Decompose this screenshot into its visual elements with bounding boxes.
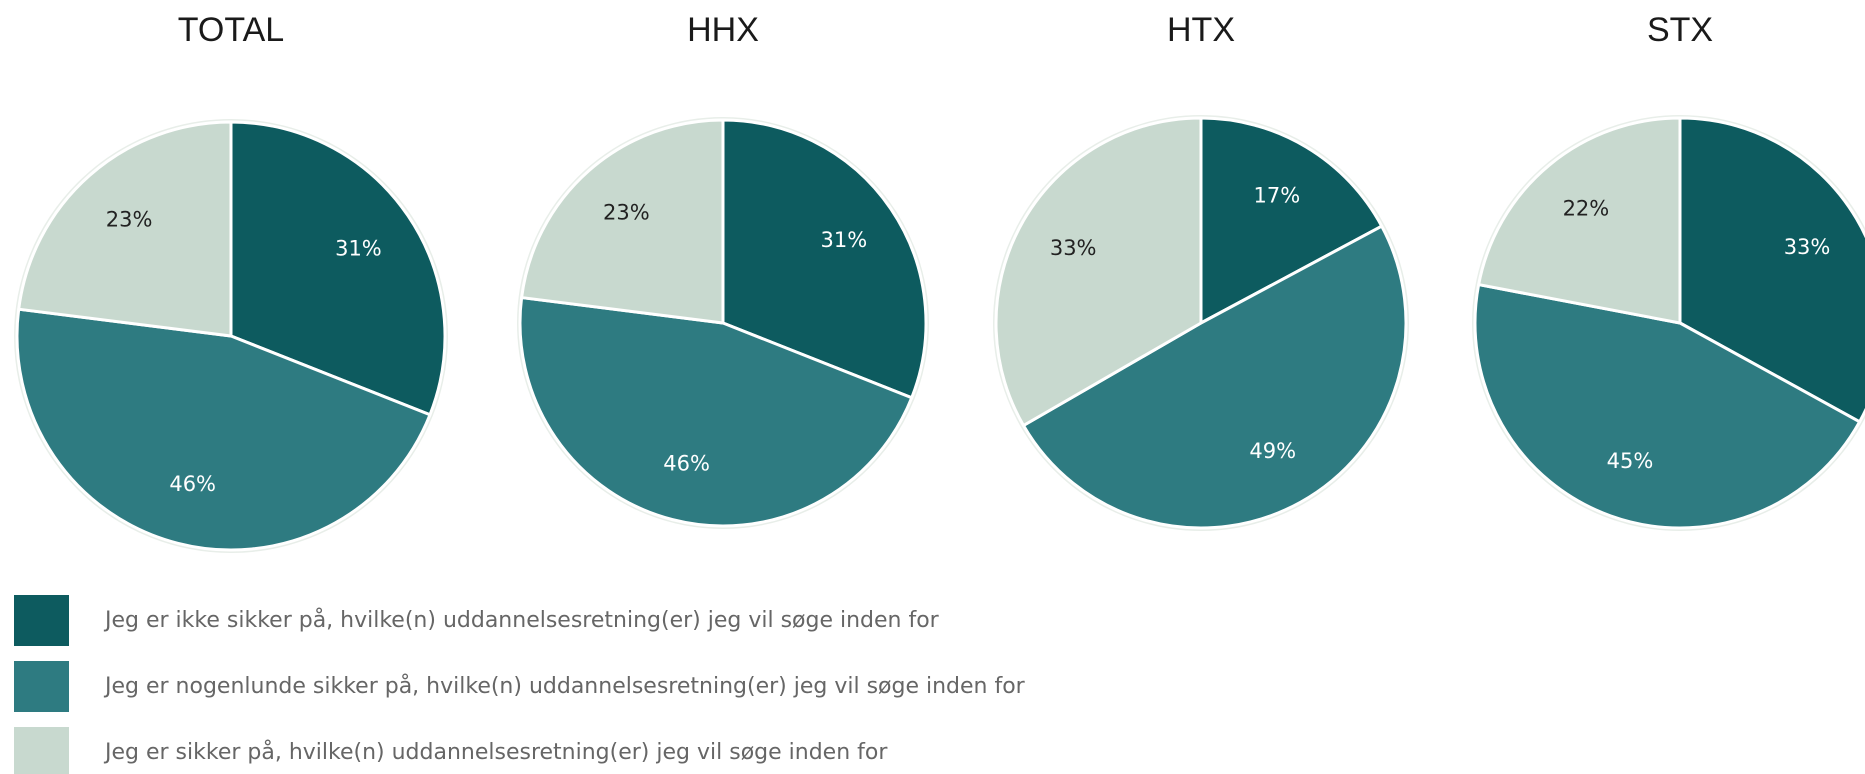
chart-title: HHX xyxy=(687,11,759,49)
legend-text: Jeg er nogenlunde sikker på, hvilke(n) u… xyxy=(103,673,1026,699)
chart-title: STX xyxy=(1647,11,1713,49)
value-label: 31% xyxy=(335,236,382,260)
value-label: 23% xyxy=(106,207,153,231)
pie-slice xyxy=(1021,224,1408,530)
pie-slice xyxy=(17,120,233,338)
value-label: 49% xyxy=(1249,439,1296,463)
pie-slice xyxy=(1473,283,1862,530)
legend-swatch xyxy=(14,661,69,712)
chart-title: HTX xyxy=(1167,11,1235,49)
pie-slice xyxy=(1199,116,1384,325)
value-label: 22% xyxy=(1563,196,1610,220)
legend-text: Jeg er ikke sikker på, hvilke(n) uddanne… xyxy=(103,607,940,633)
value-label: 46% xyxy=(663,452,710,476)
value-label: 45% xyxy=(1607,449,1654,473)
chart-title: TOTAL xyxy=(178,11,284,49)
value-label: 33% xyxy=(1050,236,1097,260)
value-label: 23% xyxy=(603,200,650,224)
legend-swatch xyxy=(14,727,69,774)
pie-slice xyxy=(994,116,1203,427)
pie-slice xyxy=(1678,116,1865,424)
pie-slice xyxy=(518,296,914,528)
pie-slice xyxy=(1477,116,1682,325)
pie-slice xyxy=(721,118,928,400)
legend-swatch xyxy=(14,595,69,646)
pie-slice xyxy=(520,118,725,325)
pie-slice xyxy=(229,120,447,417)
value-label: 46% xyxy=(169,472,216,496)
pie-slice xyxy=(15,307,432,552)
value-label: 31% xyxy=(821,228,868,252)
legend-text: Jeg er sikker på, hvilke(n) uddannelsesr… xyxy=(103,739,888,765)
value-label: 17% xyxy=(1253,183,1300,207)
value-label: 33% xyxy=(1784,235,1831,259)
